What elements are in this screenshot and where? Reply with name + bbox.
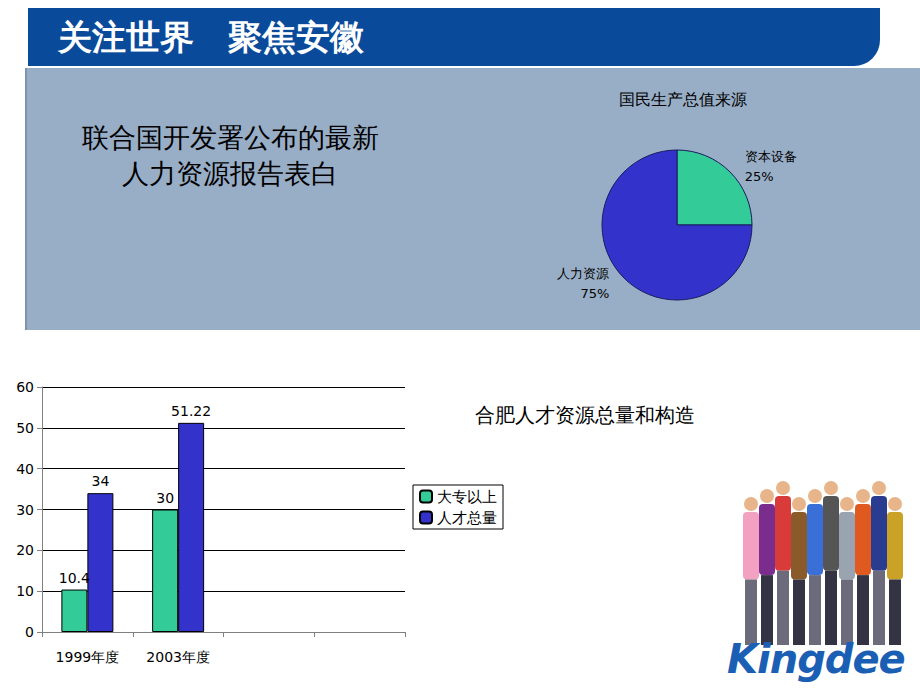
html-text:关注世界 聚焦安徽: 关注世界 聚焦安徽 [58, 17, 364, 57]
svg-text:25%: 25% [745, 169, 774, 184]
html-text:人力资源报告表白: 人力资源报告表白 [122, 158, 338, 189]
svg-text:合肥人才资源总量和构造: 合肥人才资源总量和构造 [475, 403, 695, 427]
svg-text:10: 10 [16, 583, 34, 599]
svg-text:人才总量: 人才总量 [437, 509, 497, 527]
svg-text:20: 20 [16, 542, 34, 558]
svg-text:60: 60 [16, 379, 34, 395]
svg-text:75%: 75% [580, 286, 609, 301]
svg-text:0: 0 [25, 624, 34, 640]
svg-text:34: 34 [91, 473, 109, 489]
svg-text:51.22: 51.22 [171, 403, 211, 419]
svg-text:人力资源: 人力资源 [557, 266, 609, 281]
html-text:联合国开发署公布的最新: 联合国开发署公布的最新 [81, 122, 379, 153]
svg-text:50: 50 [16, 420, 34, 436]
svg-text:30: 30 [16, 502, 34, 518]
html-text:Kingdee: Kingdee [727, 636, 905, 682]
svg-text:30: 30 [156, 490, 174, 506]
svg-text:大专以上: 大专以上 [437, 488, 497, 506]
svg-text:资本设备: 资本设备 [745, 149, 797, 164]
svg-text:2003年度: 2003年度 [146, 649, 210, 665]
svg-text:10.4: 10.4 [59, 570, 90, 586]
svg-text:40: 40 [16, 461, 34, 477]
svg-text:1999年度: 1999年度 [56, 649, 120, 665]
svg-text:国民生产总值来源: 国民生产总值来源 [619, 90, 747, 109]
